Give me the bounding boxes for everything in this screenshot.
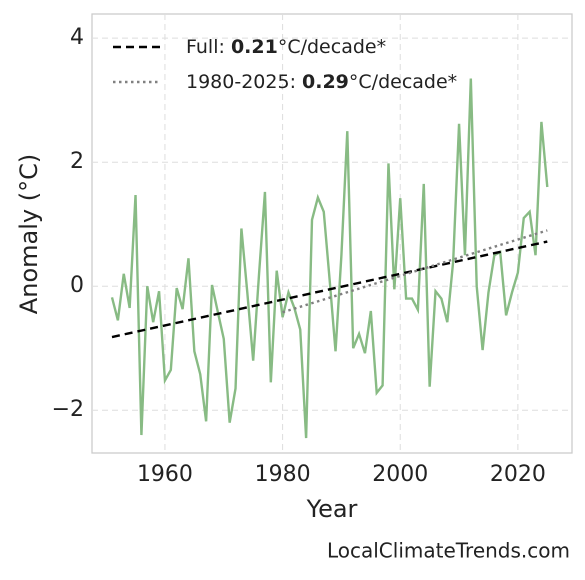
x-tick-label: 2020 bbox=[490, 462, 546, 487]
legend-label: 1980-2025: 0.29°C/decade* bbox=[186, 71, 457, 93]
legend-label-part: 0.29 bbox=[302, 71, 349, 93]
plot-frame bbox=[91, 13, 573, 454]
y-tick-label: 4 bbox=[70, 25, 84, 50]
x-axis-label: Year bbox=[306, 495, 358, 523]
y-tick-label: 2 bbox=[70, 149, 84, 174]
y-tick-label: 0 bbox=[70, 273, 84, 298]
x-tick-label: 1980 bbox=[255, 462, 311, 487]
legend-label-part: °C/decade* bbox=[349, 71, 457, 93]
legend-label-part: Full: bbox=[186, 36, 231, 58]
y-tick-label: −2 bbox=[52, 397, 84, 422]
legend-label-part: °C/decade* bbox=[278, 36, 386, 58]
trend-line bbox=[111, 240, 548, 339]
legend-label: Full: 0.21°C/decade* bbox=[186, 36, 386, 58]
x-tick-label: 2000 bbox=[372, 462, 428, 487]
y-axis-label: Anomaly (°C) bbox=[15, 154, 43, 314]
data-line bbox=[110, 78, 549, 439]
trend-line bbox=[282, 229, 548, 314]
watermark: LocalClimateTrends.com bbox=[327, 539, 570, 563]
legend-label-part: 1980-2025: bbox=[186, 71, 302, 93]
legend-label-part: 0.21 bbox=[231, 36, 278, 58]
x-tick-label: 1960 bbox=[137, 462, 193, 487]
